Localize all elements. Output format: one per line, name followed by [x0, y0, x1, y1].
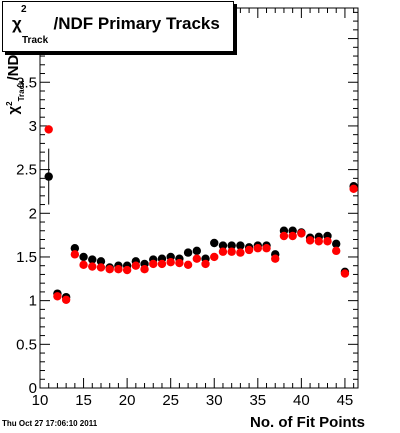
data-point-series-2: [349, 184, 358, 194]
data-point-series-2: [105, 264, 114, 274]
data-point-series-2: [279, 231, 289, 241]
data-point-series-2: [192, 254, 202, 263]
data-point-series-2: [122, 265, 132, 275]
data-point-series-1: [44, 172, 53, 181]
x-tick-label: 10: [32, 392, 49, 409]
data-point-series-2: [44, 125, 53, 134]
data-point-series-2: [88, 262, 97, 271]
data-point-series-2: [210, 252, 219, 262]
chart-title-main: /NDF Primary Tracks: [53, 14, 220, 33]
x-tick-label: 15: [75, 392, 92, 409]
data-point-series-1: [88, 255, 97, 264]
y-tick-label: 2: [29, 205, 37, 222]
data-point-series-1: [210, 238, 219, 248]
data-point-series-1: [218, 241, 228, 250]
data-point-series-2: [227, 247, 236, 256]
data-point-series-2: [140, 264, 149, 274]
svg-text:χ2Track/NDF: χ2Track/NDF: [5, 46, 26, 115]
data-point-series-2: [262, 244, 271, 253]
data-point-series-1: [183, 248, 193, 257]
y-tick-label: 0.5: [16, 336, 37, 353]
x-tick-label: 35: [249, 392, 266, 409]
data-point-series-2: [332, 246, 341, 256]
y-axis-title-sup: 2: [5, 101, 14, 106]
data-point-series-2: [253, 244, 263, 253]
x-tick-label: 30: [206, 392, 223, 409]
plot-frame: [39, 7, 359, 389]
data-point-series-2: [157, 259, 167, 269]
x-tick-label: 40: [293, 392, 310, 409]
data-point-series-1: [79, 252, 88, 262]
x-tick-label: 20: [119, 392, 136, 409]
y-tick-label: 3.5: [16, 74, 37, 91]
data-point-series-1: [96, 257, 106, 266]
y-tick-label: 3: [29, 118, 37, 135]
chart-title-sup: 2: [21, 4, 27, 15]
data-point-series-2: [175, 258, 184, 268]
chart-title-chi: χ: [12, 14, 22, 33]
data-point-series-2: [340, 269, 350, 278]
data-point-series-2: [314, 237, 323, 246]
data-point-series-2: [149, 259, 158, 269]
data-point-series-2: [96, 263, 106, 272]
data-point-series-2: [288, 231, 297, 241]
data-point-series-1: [332, 239, 341, 249]
chart-title-box: χ 2 Track /NDF Primary Tracks: [2, 1, 234, 52]
chart-title: χ 2 Track /NDF Primary Tracks: [12, 4, 220, 46]
data-point-series-1: [192, 246, 202, 256]
data-point-series-2: [61, 295, 71, 304]
data-point-series-1: [227, 241, 236, 250]
x-tick-label: 45: [337, 392, 354, 409]
data-point-series-2: [131, 261, 141, 270]
data-point-series-2: [183, 260, 193, 270]
y-axis-title: χ2Track/NDF: [5, 46, 26, 115]
data-point-series-2: [70, 250, 80, 259]
y-tick-label: 1.5: [16, 249, 37, 266]
data-point-series-2: [236, 248, 245, 257]
data-point-series-1: [236, 241, 245, 250]
date-stamp: Thu Oct 27 17:06:10 2011: [2, 419, 98, 428]
data-point-series-2: [244, 245, 254, 255]
chart-title-sub: Track: [22, 35, 49, 46]
data-point-series-2: [271, 254, 280, 263]
data-point-series-2: [166, 258, 175, 267]
data-point-series-2: [79, 260, 88, 270]
x-axis-title: No. of Fit Points: [250, 414, 365, 431]
data-point-series-2: [114, 264, 123, 274]
data-point-series-2: [305, 236, 315, 245]
data-point-series-1: [70, 244, 80, 253]
data-point-series-2: [297, 229, 306, 238]
data-point-series-2: [218, 247, 228, 256]
y-axis-title-sub: Track: [17, 80, 26, 101]
y-tick-label: 1: [29, 293, 37, 310]
data-point-series-2: [201, 259, 210, 269]
x-tick-label: 25: [162, 392, 179, 409]
y-tick-label: 0: [29, 380, 37, 397]
data-point-series-2: [53, 292, 62, 301]
data-point-series-2: [323, 237, 332, 246]
y-tick-label: 2.5: [16, 162, 37, 179]
y-axis-title-main: /NDF: [5, 46, 22, 81]
y-axis-title-chi: χ: [5, 106, 22, 115]
